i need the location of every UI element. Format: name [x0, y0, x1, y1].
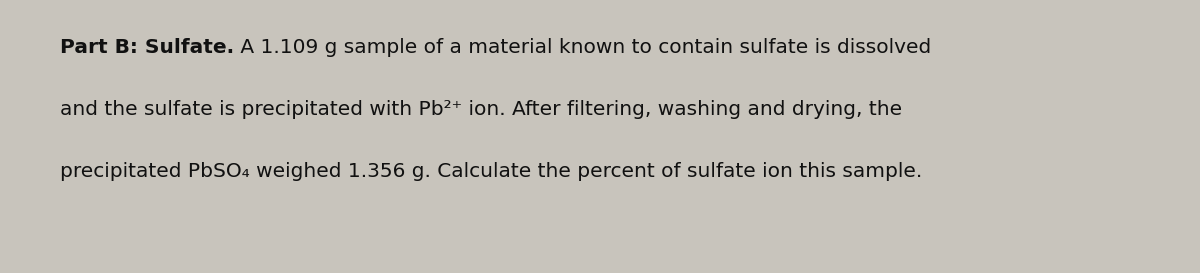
Text: A 1.109 g sample of a material known to contain sulfate is dissolved: A 1.109 g sample of a material known to … — [234, 38, 931, 57]
Text: Part B: Sulfate.: Part B: Sulfate. — [60, 38, 234, 57]
Text: and the sulfate is precipitated with Pb²⁺ ion. After filtering, washing and dryi: and the sulfate is precipitated with Pb²… — [60, 100, 902, 119]
Text: precipitated PbSO₄ weighed 1.356 g. Calculate the percent of sulfate ion this sa: precipitated PbSO₄ weighed 1.356 g. Calc… — [60, 162, 923, 181]
